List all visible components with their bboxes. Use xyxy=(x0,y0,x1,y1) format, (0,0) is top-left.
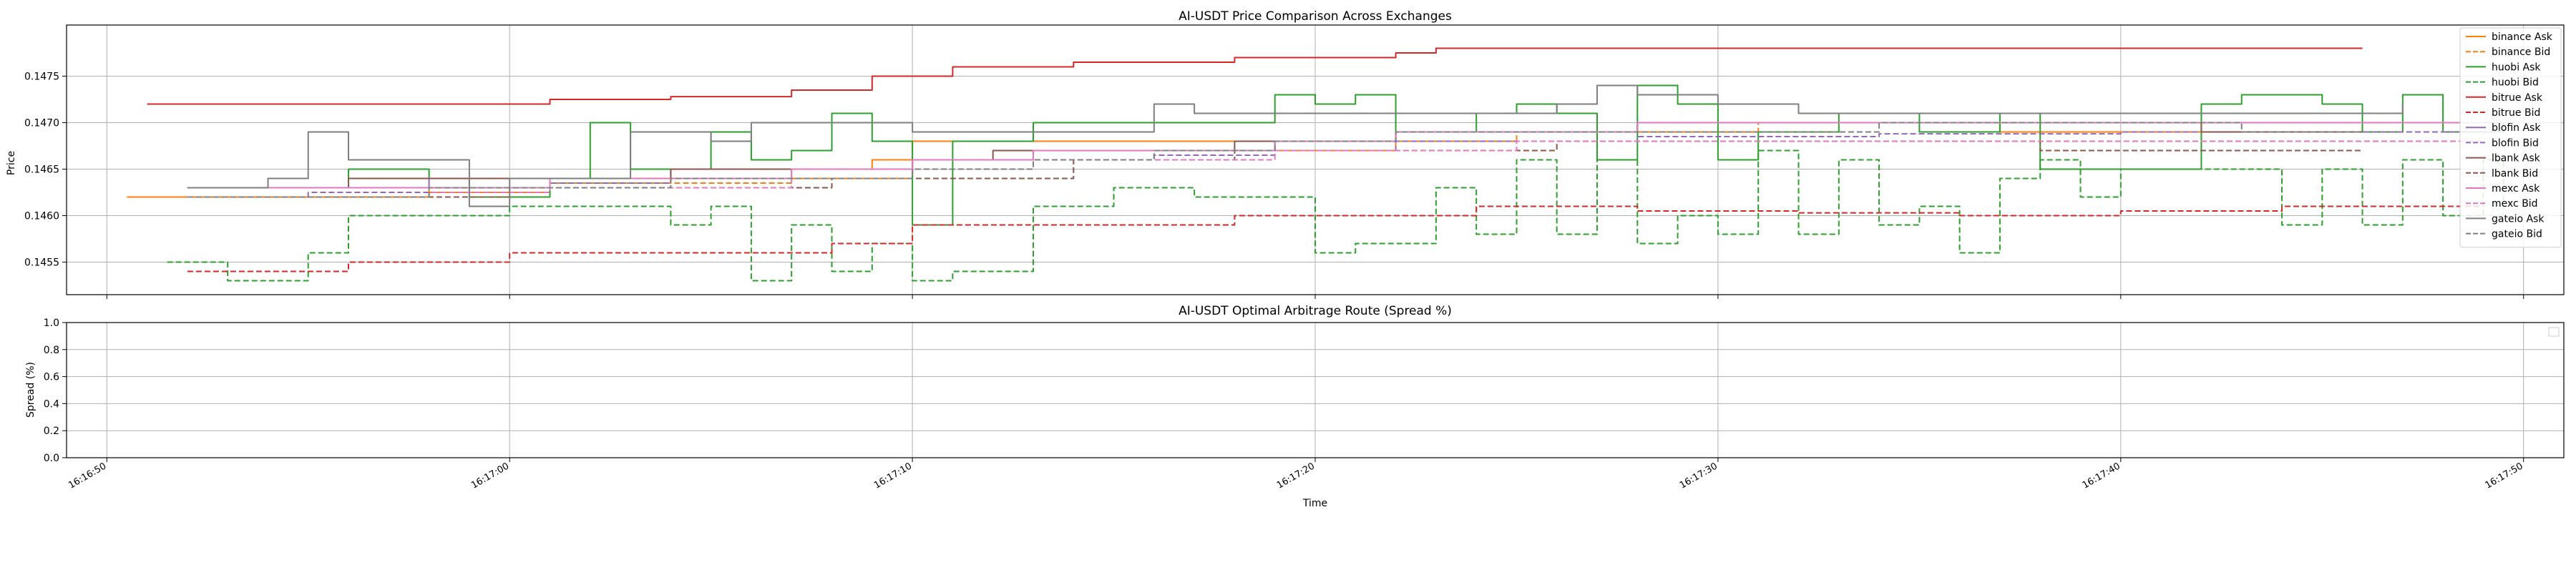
legend-label-mexc-bid: mexc Bid xyxy=(2492,198,2538,210)
price-axis-label: Price xyxy=(6,151,17,175)
price-tick-label: 0.1470 xyxy=(24,118,59,129)
price-tick-label: 0.1475 xyxy=(24,72,59,83)
legend-label-huobi-bid: huobi Bid xyxy=(2492,77,2539,89)
series-line-bitrue-bid xyxy=(187,205,2484,272)
legend-label-blofin-bid: blofin Bid xyxy=(2492,137,2539,149)
spread-chart-title: AI-USDT Optimal Arbitrage Route (Spread … xyxy=(1179,304,1452,318)
spread-tick-label: 0.6 xyxy=(44,372,59,383)
legend-label-binance-bid: binance Bid xyxy=(2492,46,2550,58)
legend-label-blofin-ask: blofin Ask xyxy=(2492,122,2541,134)
price-legend-frame xyxy=(2459,27,2562,248)
spread-legend-box xyxy=(2548,327,2560,337)
spread-tick-label: 0.8 xyxy=(44,345,59,356)
spread-tick-label: 0.2 xyxy=(44,426,59,437)
legend-label-lbank-bid: lbank Bid xyxy=(2492,168,2538,180)
price-tick-label: 0.1465 xyxy=(24,164,59,176)
spread-plot-frame xyxy=(66,322,2565,458)
legend-label-huobi-ask: huobi Ask xyxy=(2492,62,2541,73)
legend-label-binance-ask: binance Ask xyxy=(2492,31,2553,43)
spread-tick-label: 1.0 xyxy=(44,318,59,329)
legend-label-lbank-ask: lbank Ask xyxy=(2492,153,2541,164)
spread-y-ticks: 0.0 0.2 0.4 0.6 0.8 1.0 xyxy=(44,318,67,464)
price-legend: binance Ask binance Bid huobi Ask huobi Bid… xyxy=(2459,27,2562,248)
series-line-huobi-bid xyxy=(167,149,2504,282)
legend-label-gateio-ask: gateio Ask xyxy=(2492,213,2545,225)
series-line-gateio-bid xyxy=(187,122,2363,198)
price-tick-label: 0.1455 xyxy=(24,257,59,269)
spread-tick-label: 0.4 xyxy=(44,398,59,410)
legend-label-bitrue-bid: bitrue Bid xyxy=(2492,107,2540,119)
price-x-ticks xyxy=(106,295,2524,299)
legend-label-mexc-ask: mexc Ask xyxy=(2492,183,2540,195)
time-axis-label: Time xyxy=(1302,498,1327,509)
price-chart-title: AI-USDT Price Comparison Across Exchange… xyxy=(1179,9,1452,24)
price-plot-frame xyxy=(66,24,2565,295)
price-series xyxy=(127,47,2504,282)
legend-label-bitrue-ask: bitrue Ask xyxy=(2492,92,2543,104)
price-tick-label: 0.1460 xyxy=(24,211,59,222)
series-line-bitrue-ask xyxy=(147,47,2363,105)
legend-label-gateio-bid: gateio Bid xyxy=(2492,229,2542,240)
series-line-gateio-ask xyxy=(187,84,2404,207)
price-y-ticks: 0.1455 0.1460 0.1465 0.1470 0.1475 xyxy=(24,72,67,269)
spread-tick-label: 0.0 xyxy=(44,453,59,464)
spread-axis-label: Spread (%) xyxy=(25,362,36,418)
